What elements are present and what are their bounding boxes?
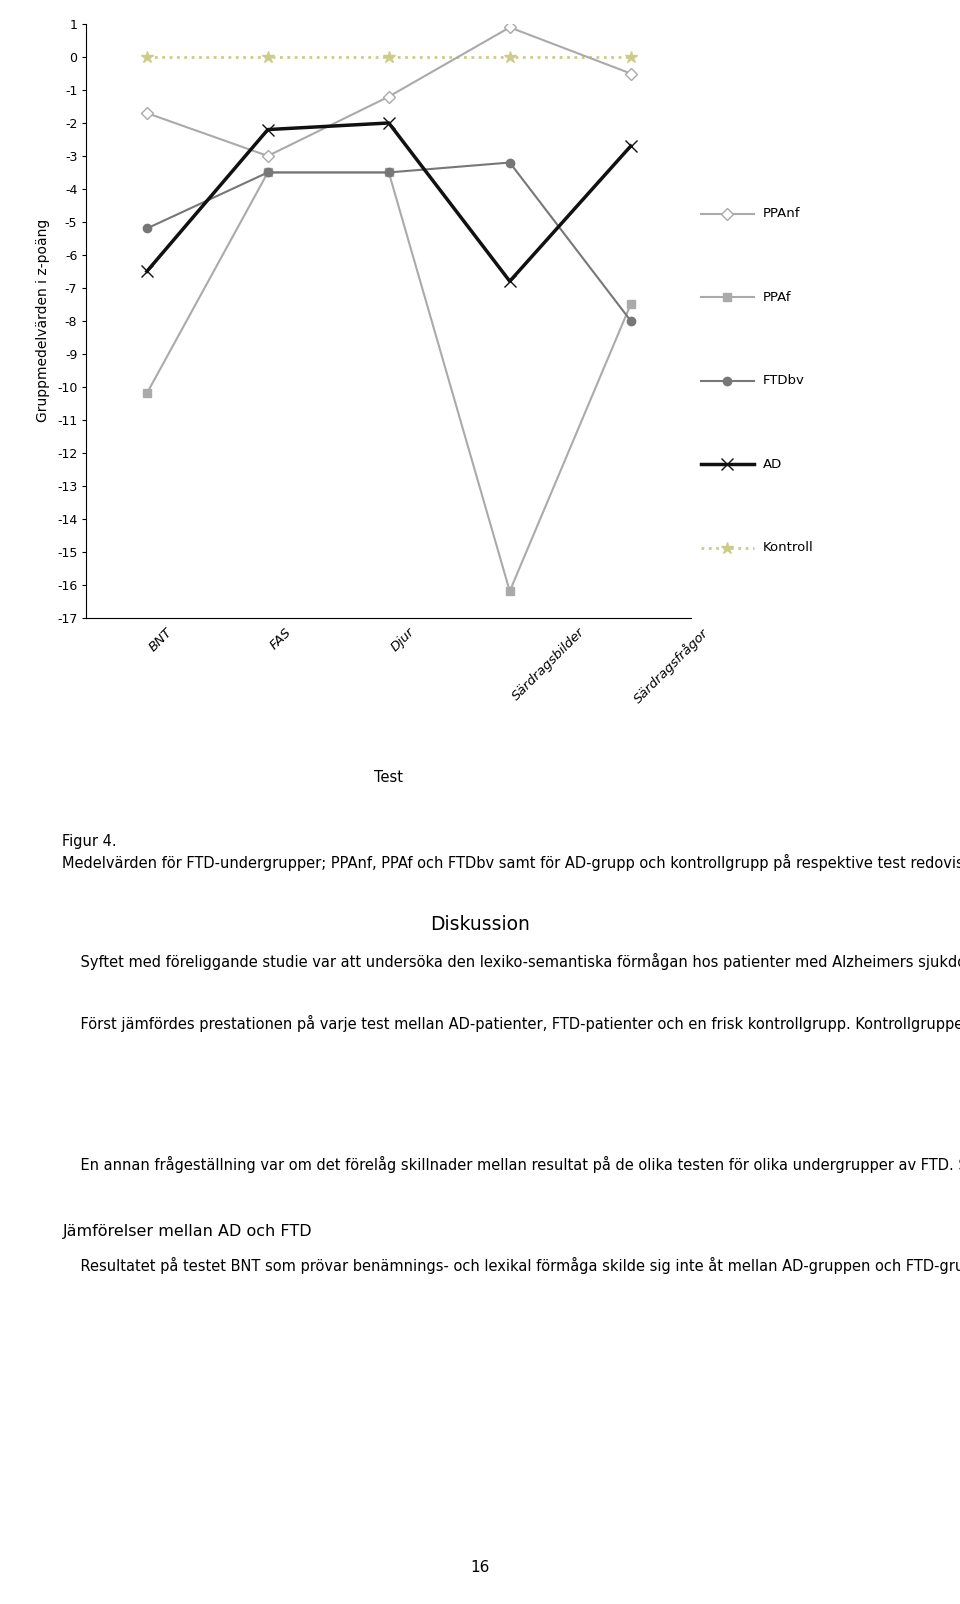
- Text: Jämförelser mellan AD och FTD: Jämförelser mellan AD och FTD: [62, 1224, 312, 1240]
- FTDbv: [383, 162, 395, 181]
- FTDbv: [504, 152, 516, 172]
- Text: Resultatet på testet BNT som prövar benämnings- och lexikal förmåga skilde sig i: Resultatet på testet BNT som prövar benä…: [62, 1258, 960, 1274]
- AD: [383, 114, 395, 133]
- Text: FAS: FAS: [268, 626, 295, 651]
- Text: Kontroll: Kontroll: [763, 541, 814, 553]
- Text: Djur: Djur: [389, 626, 418, 654]
- Text: Diskussion: Diskussion: [430, 914, 530, 934]
- FTDbv: [141, 218, 153, 237]
- AD: [504, 271, 516, 290]
- Text: 16: 16: [470, 1561, 490, 1575]
- FTDbv: [262, 162, 274, 181]
- AD: [141, 261, 153, 281]
- Text: Särdragsbilder: Särdragsbilder: [510, 626, 588, 703]
- Kontroll: [141, 48, 153, 67]
- Text: PPAf: PPAf: [763, 290, 792, 303]
- AD: [625, 136, 636, 156]
- Text: FTDbv: FTDbv: [763, 374, 805, 387]
- AD: [262, 120, 274, 140]
- PPAf: [141, 383, 153, 403]
- PPAf: [504, 582, 516, 602]
- PPAnf: [141, 103, 153, 122]
- PPAnf: [383, 87, 395, 106]
- Text: Syftet med föreliggande studie var att undersöka den lexiko-semantiska förmågan : Syftet med föreliggande studie var att u…: [62, 953, 960, 970]
- Text: AD: AD: [763, 457, 782, 470]
- PPAf: [625, 295, 636, 314]
- Y-axis label: Gruppmedelvärden i z-poäng: Gruppmedelvärden i z-poäng: [36, 220, 50, 422]
- Line: PPAnf: PPAnf: [143, 22, 635, 160]
- Line: PPAf: PPAf: [143, 168, 635, 595]
- PPAnf: [504, 18, 516, 37]
- PPAnf: [625, 64, 636, 83]
- Kontroll: [262, 48, 274, 67]
- Kontroll: [504, 48, 516, 67]
- Text: En annan frågeställning var om det förelåg skillnader mellan resultat på de olik: En annan frågeställning var om det förel…: [62, 1155, 960, 1173]
- Text: Medelvärden för FTD-undergrupper; PPAnf, PPAf och FTDbv samt för AD-grupp och ko: Medelvärden för FTD-undergrupper; PPAnf,…: [62, 853, 960, 871]
- PPAnf: [262, 146, 274, 165]
- Kontroll: [625, 48, 636, 67]
- PPAf: [262, 162, 274, 181]
- Text: Test: Test: [374, 770, 403, 784]
- Text: Figur 4.: Figur 4.: [62, 834, 117, 849]
- Text: Först jämfördes prestationen på varje test mellan AD-patienter, FTD-patienter oc: Först jämfördes prestationen på varje te…: [62, 1015, 960, 1031]
- Text: Särdragsfrågor: Särdragsfrågor: [631, 626, 711, 706]
- FTDbv: [625, 311, 636, 330]
- Text: BNT: BNT: [147, 626, 176, 654]
- Line: Kontroll: Kontroll: [140, 51, 637, 63]
- Text: PPAnf: PPAnf: [763, 207, 801, 220]
- Line: AD: AD: [140, 117, 637, 287]
- PPAf: [383, 162, 395, 181]
- Line: FTDbv: FTDbv: [143, 159, 635, 326]
- Kontroll: [383, 48, 395, 67]
